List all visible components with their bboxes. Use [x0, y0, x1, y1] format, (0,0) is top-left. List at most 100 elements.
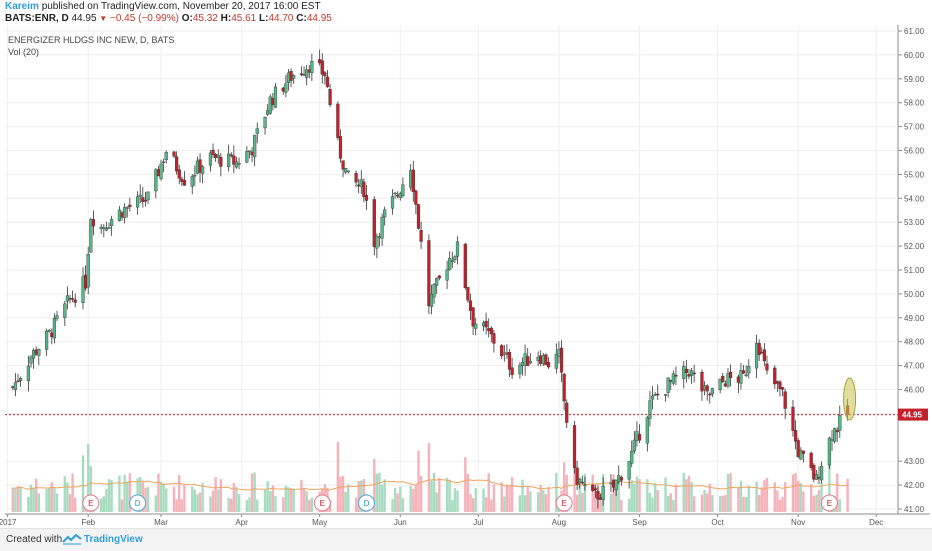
candle[interactable] [65, 286, 70, 310]
candle[interactable] [359, 170, 363, 194]
candle[interactable] [526, 347, 530, 366]
candle[interactable] [614, 479, 618, 497]
dividend-event-marker[interactable]: D [357, 494, 375, 512]
candle[interactable] [596, 486, 600, 509]
candle[interactable] [536, 351, 540, 366]
candle[interactable] [81, 267, 85, 310]
candle[interactable] [266, 104, 270, 117]
candle[interactable] [765, 355, 769, 375]
candle[interactable] [648, 391, 652, 427]
ticker-label[interactable]: BATS:ENR, D [5, 13, 69, 24]
candle[interactable] [84, 265, 88, 292]
candle[interactable] [302, 66, 306, 76]
candle[interactable] [175, 151, 179, 175]
candle[interactable] [289, 68, 293, 88]
candle[interactable] [510, 357, 514, 380]
candle[interactable] [435, 277, 439, 294]
candle[interactable] [723, 380, 727, 387]
candle[interactable] [653, 391, 657, 397]
candle[interactable] [419, 221, 423, 250]
candle[interactable] [466, 287, 470, 303]
earnings-event-marker[interactable]: E [313, 494, 331, 512]
candle[interactable] [229, 152, 233, 158]
candle[interactable] [801, 450, 805, 463]
candle[interactable] [702, 381, 707, 396]
candle[interactable] [575, 460, 579, 491]
candle[interactable] [427, 234, 431, 314]
candle[interactable] [310, 53, 314, 82]
candle[interactable] [492, 329, 496, 353]
candle[interactable] [263, 116, 267, 135]
candle[interactable] [120, 210, 124, 221]
candle[interactable] [557, 341, 561, 364]
candle[interactable] [710, 387, 714, 397]
author-link[interactable]: Kareim [5, 1, 39, 12]
candle[interactable] [299, 66, 304, 77]
candle[interactable] [817, 466, 821, 485]
candle[interactable] [791, 399, 795, 437]
candle[interactable] [562, 372, 566, 411]
candle[interactable] [325, 70, 330, 88]
candle[interactable] [757, 339, 761, 361]
candle[interactable] [632, 430, 636, 454]
candle[interactable] [255, 122, 259, 144]
candle[interactable] [507, 349, 512, 377]
candle[interactable] [523, 344, 527, 376]
candle[interactable] [580, 475, 584, 485]
candle[interactable] [344, 168, 348, 175]
candle[interactable] [705, 384, 709, 401]
candle[interactable] [453, 255, 457, 264]
candle[interactable] [136, 191, 140, 215]
candle[interactable] [591, 484, 595, 492]
earnings-event-marker[interactable]: E [820, 494, 838, 512]
candle[interactable] [635, 421, 639, 447]
candle[interactable] [154, 167, 158, 199]
candle[interactable] [198, 153, 202, 183]
candle[interactable] [747, 359, 751, 379]
candle[interactable] [307, 65, 311, 79]
candle[interactable] [68, 294, 72, 304]
candle[interactable] [778, 379, 782, 397]
candle[interactable] [341, 160, 345, 178]
candle[interactable] [16, 373, 20, 383]
candle[interactable] [146, 191, 150, 204]
candle[interactable] [37, 348, 41, 366]
candle[interactable] [208, 149, 213, 172]
candle[interactable] [195, 156, 200, 175]
candle[interactable] [396, 191, 400, 199]
candle[interactable] [13, 373, 18, 397]
candle[interactable] [674, 366, 678, 386]
candle[interactable] [455, 236, 460, 265]
candle[interactable] [193, 165, 197, 186]
candle[interactable] [544, 353, 548, 366]
candle[interactable] [245, 146, 249, 164]
candle[interactable] [429, 284, 434, 315]
candle[interactable] [721, 373, 725, 384]
tradingview-brand[interactable]: TradingView [84, 534, 143, 545]
candle[interactable] [86, 246, 90, 295]
candle[interactable] [489, 326, 493, 343]
candle[interactable] [637, 424, 642, 444]
candle[interactable] [128, 197, 132, 212]
candle[interactable] [601, 477, 605, 506]
candle[interactable] [362, 178, 366, 203]
candle[interactable] [227, 144, 231, 172]
candle[interactable] [214, 152, 218, 162]
candle[interactable] [45, 328, 49, 356]
candle[interactable] [812, 463, 816, 483]
candle[interactable] [323, 70, 327, 85]
candle[interactable] [799, 447, 803, 460]
candle[interactable] [271, 92, 275, 111]
candle[interactable] [123, 203, 127, 224]
candle[interactable] [328, 83, 332, 108]
candle[interactable] [234, 156, 239, 169]
candle[interactable] [253, 134, 257, 167]
candle[interactable] [393, 191, 397, 199]
candle[interactable] [211, 143, 215, 159]
candle[interactable] [809, 451, 813, 471]
candle[interactable] [99, 224, 103, 234]
candle[interactable] [416, 203, 421, 230]
candle[interactable] [578, 478, 582, 489]
candle[interactable] [143, 191, 148, 207]
price-axis[interactable]: 61.00 60.00 59.00 58.00 57.00 56.00 55.00 54.00… [898, 27, 928, 528]
